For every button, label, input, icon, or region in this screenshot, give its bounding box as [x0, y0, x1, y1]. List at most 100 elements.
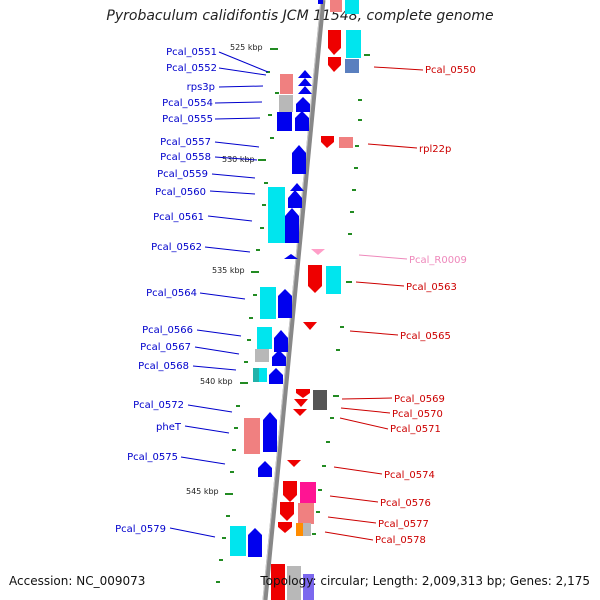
gene-label-pcal-0558: Pcal_0558 [160, 152, 211, 163]
gene-arrow-forward [248, 528, 262, 557]
gene-arrow-forward [298, 86, 312, 94]
gene-cyan-top [345, 0, 359, 14]
gene-cyan [326, 266, 341, 294]
tick-label-540: 540 kbp [200, 377, 233, 386]
gene-arrow-forward [258, 461, 272, 477]
gene-arrow-forward [284, 254, 298, 259]
gene-label-pcal-0562: Pcal_0562 [151, 242, 202, 253]
gene-label-pcal-r0009: Pcal_R0009 [409, 255, 467, 266]
gene-label-pcal-0578: Pcal_0578 [375, 535, 426, 546]
gene-dark-gray [313, 390, 327, 410]
gene-arrow-forward [295, 111, 309, 131]
gene-gray [279, 95, 293, 112]
gene-slate [345, 59, 359, 73]
gene-red-bottom [271, 564, 285, 600]
gene-arrow-forward [298, 78, 312, 86]
gene-cyan [230, 526, 246, 556]
gene-arrow-forward [272, 350, 286, 366]
tick-label-545: 545 kbp [186, 487, 219, 496]
gene-arrow-forward [278, 289, 292, 318]
gene-label-rps3p: rps3p [187, 82, 215, 93]
gene-label-pcal-0560: Pcal_0560 [155, 187, 206, 198]
gene-label-pcal-0552: Pcal_0552 [166, 63, 217, 74]
gene-blue [277, 112, 292, 131]
gene-arrow-reverse [280, 502, 294, 521]
gene-rrna-arrow [311, 249, 325, 255]
gene-arrow-reverse [321, 136, 334, 148]
gene-label-rpl22p: rpl22p [419, 144, 451, 155]
gene-arrow-reverse [303, 322, 317, 330]
gene-label-pcal-0571: Pcal_0571 [390, 424, 441, 435]
gene-pink-top [330, 0, 342, 12]
gene-gray [255, 349, 269, 362]
label-leader-line-rrna [358, 254, 408, 260]
gene-blue-top [318, 0, 323, 4]
gene-arrow-forward [296, 97, 310, 112]
gene-arrow-reverse [296, 389, 310, 398]
gene-label-pcal-0563: Pcal_0563 [406, 282, 457, 293]
tick-label-525: 525 kbp [230, 43, 263, 52]
gene-arrow-forward [292, 145, 306, 174]
gene-arrow-forward [288, 190, 302, 208]
gene-label-pcal-0579: Pcal_0579 [115, 524, 166, 535]
gene-cyan [260, 287, 276, 319]
gene-label-pcal-0554: Pcal_0554 [162, 98, 213, 109]
gene-cyan [268, 187, 285, 243]
tick-label-535: 535 kbp [212, 266, 245, 275]
gene-arrow-forward [290, 183, 304, 191]
gene-label-phet: pheT [156, 422, 182, 433]
gene-label-pcal-0567: Pcal_0567 [140, 342, 191, 353]
gene-gray-bottom [287, 566, 301, 600]
gene-label-pcal-0551: Pcal_0551 [166, 47, 217, 58]
gene-arrow-reverse [293, 409, 307, 416]
gene-cyan [257, 327, 272, 349]
gene-label-pcal-0559: Pcal_0559 [157, 169, 208, 180]
gene-pink [280, 74, 293, 94]
gene-pink [339, 137, 353, 148]
gene-arrow-reverse [283, 481, 297, 502]
gene-label-pcal-0550: Pcal_0550 [425, 65, 476, 76]
gene-label-pcal-0564: Pcal_0564 [146, 288, 197, 299]
gene-arrow-reverse [287, 460, 301, 467]
gene-arrow-forward [285, 208, 299, 243]
tick-label-530: 530 kbp [222, 155, 255, 164]
gene-arrow-forward [274, 330, 288, 352]
gene-label-pcal-0570: Pcal_0570 [392, 409, 443, 420]
gene-label-pcal-0574: Pcal_0574 [384, 470, 435, 481]
gene-arrow-reverse [278, 522, 292, 533]
gene-label-pcal-0566: Pcal_0566 [142, 325, 193, 336]
gene-arrow-forward [298, 70, 312, 78]
gene-label-pcal-0561: Pcal_0561 [153, 212, 204, 223]
gene-purple-bottom [303, 574, 314, 600]
gene-magenta [300, 482, 316, 503]
gene-pink [298, 503, 314, 524]
map-title: Pyrobaculum calidifontis JCM 11548, comp… [106, 8, 494, 24]
gene-label-pcal-0577: Pcal_0577 [378, 519, 429, 530]
gene-label-pcal-0576: Pcal_0576 [380, 498, 431, 509]
accession-label: Accession: NC_009073 [9, 574, 146, 588]
gene-cyan [346, 30, 361, 58]
gene-arrow-reverse [328, 30, 341, 55]
gene-teal [253, 368, 259, 382]
gene-label-pcal-0568: Pcal_0568 [138, 361, 189, 372]
genome-backbone [262, 0, 326, 600]
gene-orange [296, 523, 303, 536]
gene-label-pcal-0569: Pcal_0569 [394, 394, 445, 405]
gene-label-pcal-0557: Pcal_0557 [160, 137, 211, 148]
minor-ticks [216, 54, 370, 583]
topology-label: Topology: circular; Length: 2,009,313 bp… [260, 574, 590, 588]
gene-label-pcal-0565: Pcal_0565 [400, 331, 451, 342]
gene-pink [244, 418, 260, 454]
gene-arrow-reverse [308, 265, 322, 293]
gene-arrow-forward [269, 368, 283, 384]
gene-label-pcal-0575: Pcal_0575 [127, 452, 178, 463]
label-leader-lines-reverse [324, 66, 424, 541]
gene-label-pcal-0555: Pcal_0555 [162, 114, 213, 125]
gene-arrow-reverse [328, 57, 341, 72]
gene-gray [303, 523, 311, 536]
gene-arrow-reverse [294, 399, 308, 407]
gene-label-pcal-0572: Pcal_0572 [133, 400, 184, 411]
label-leader-lines-forward [169, 51, 269, 538]
gene-arrow-forward [263, 412, 277, 452]
